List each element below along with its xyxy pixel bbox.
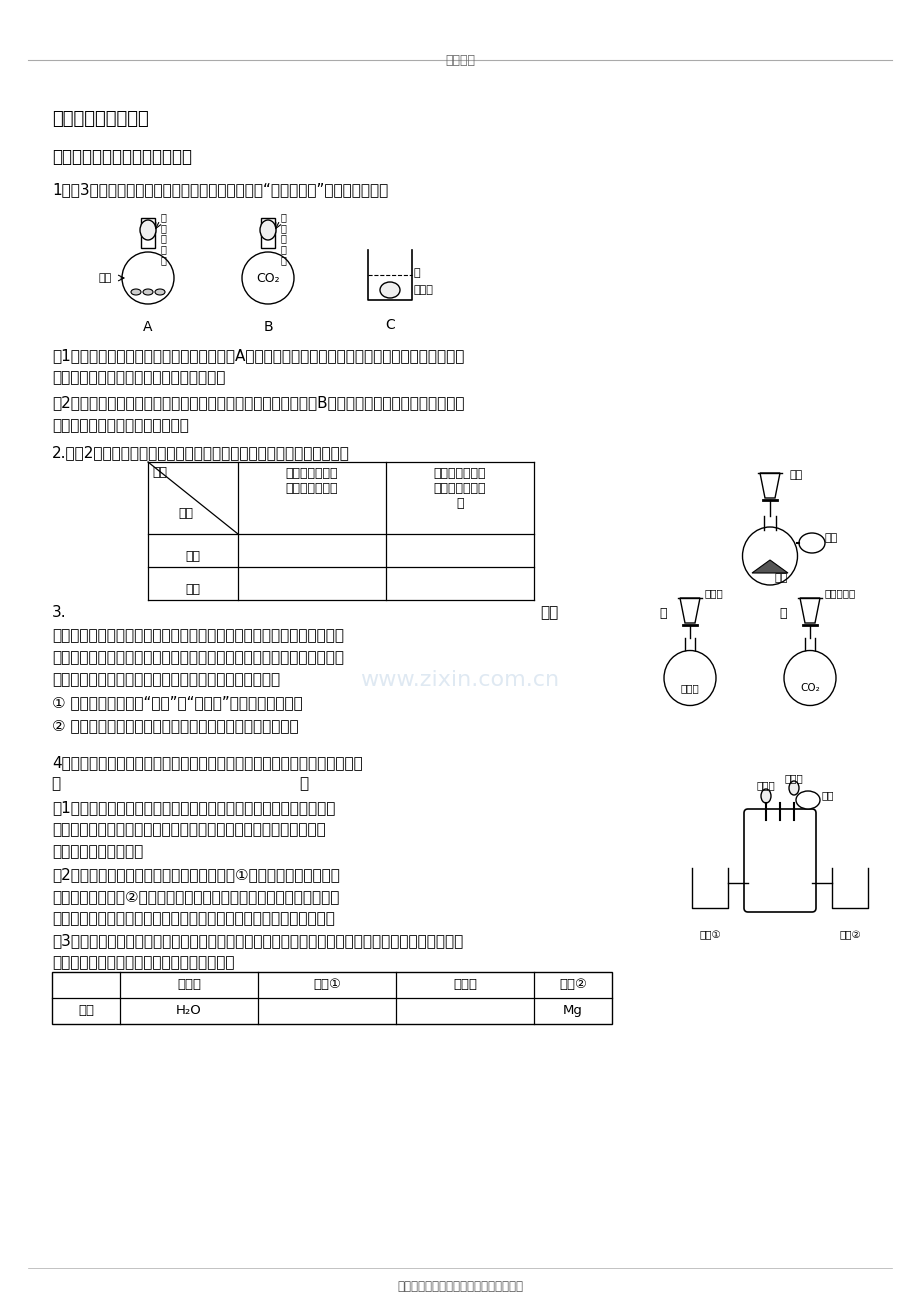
Text: 滴管乙: 滴管乙 (452, 978, 476, 991)
Text: （2）若甲中吸有水，乙中吸有稀硫酸，烧杯①中盛有用石蕊溶液染成: （2）若甲中吸有水，乙中吸有稀硫酸，烧杯①中盛有用石蕊溶液染成 (52, 867, 339, 881)
Text: 如右: 如右 (539, 605, 558, 620)
Text: ① 两个反应＿＿（填“遵守”或“不遵守”）质量守恒定律。: ① 两个反应＿＿（填“遵守”或“不遵守”）质量守恒定律。 (52, 695, 302, 710)
Ellipse shape (142, 289, 153, 296)
Text: 气球: 气球 (821, 790, 834, 799)
Bar (52, 973, 611, 1023)
Text: 滴管甲: 滴管甲 (755, 780, 775, 790)
Ellipse shape (742, 527, 797, 585)
Text: 去
壳
熟
鸡
蛋: 去 壳 熟 鸡 蛋 (161, 212, 166, 266)
Text: 水: 水 (414, 268, 420, 279)
Text: 挤出，一段时间后，观察到无色酚酮溶液变红，说明分子具有的性质: 挤出，一段时间后，观察到无色酚酮溶液变红，说明分子具有的性质 (52, 822, 325, 837)
Text: 图所示的甲、乙两个装置（气密性良好），从分液漏斗中加入液体，一段: 图所示的甲、乙两个装置（气密性良好），从分液漏斗中加入液体，一段 (52, 628, 344, 643)
Text: （3）若先将甲中的液体挤出，观察到气球明显鼓起；一段时间后恢复原状；再将乙中的液体挤出，气: （3）若先将甲中的液体挤出，观察到气球明显鼓起；一段时间后恢复原状；再将乙中的液… (52, 934, 463, 948)
Text: 固体: 固体 (774, 573, 788, 583)
Text: 称量发现：两个实验反应后质量均与反应前数值不相等。: 称量发现：两个实验反应后质量均与反应前数值不相等。 (52, 672, 279, 687)
Text: 精品文档: 精品文档 (445, 53, 474, 66)
Text: 生鸡蛋: 生鸡蛋 (414, 285, 434, 296)
Text: 时间后两装置中的气球都胀大（忽略液体体积对气球体积的影响）。精确: 时间后两装置中的气球都胀大（忽略液体体积对气球体积的影响）。精确 (52, 650, 344, 665)
Text: CO₂: CO₂ (255, 272, 279, 285)
Ellipse shape (664, 651, 715, 706)
Ellipse shape (154, 289, 165, 296)
Text: 气球: 气球 (824, 533, 837, 543)
Text: 物质: 物质 (177, 506, 193, 519)
Text: 烧杯②: 烧杯② (559, 978, 586, 991)
FancyBboxPatch shape (743, 809, 815, 911)
Text: 澄清石灰水: 澄清石灰水 (824, 589, 856, 598)
Text: ② 请分别解释两个装置中气球胀大的原因＿＿＿＿＿＿＿。: ② 请分别解释两个装置中气球胀大的原因＿＿＿＿＿＿＿。 (52, 717, 299, 733)
Text: （1）若甲中吸有浓氨水，乙中吸有无色酚酮溶液，将甲、乙中的液体: （1）若甲中吸有浓氨水，乙中吸有无色酚酮溶液，将甲、乙中的液体 (52, 799, 335, 815)
Text: 乙: 乙 (778, 607, 786, 620)
Text: 滴管甲: 滴管甲 (176, 978, 200, 991)
Text: 【应用一：由现象推压强变化】: 【应用一：由现象推压强变化】 (52, 148, 192, 165)
Text: 验说明干冰具有＿＿＿＿＿＿＿＿的性质。: 验说明干冰具有＿＿＿＿＿＿＿＿的性质。 (52, 370, 225, 385)
Ellipse shape (140, 220, 156, 240)
Ellipse shape (783, 651, 835, 706)
Text: 甲                                                 乙: 甲 乙 (52, 776, 309, 792)
Polygon shape (800, 598, 819, 622)
Ellipse shape (130, 289, 141, 296)
Text: B: B (263, 320, 273, 335)
Ellipse shape (122, 253, 174, 303)
Text: www.zixin.com.cn: www.zixin.com.cn (360, 671, 559, 690)
Text: 滴管乙: 滴管乙 (784, 773, 802, 783)
Text: 液体: 液体 (186, 549, 200, 562)
Text: 干冰: 干冰 (98, 273, 112, 283)
Text: 中，其原因是＿＿＿＿＿＿＿＿。: 中，其原因是＿＿＿＿＿＿＿＿。 (52, 418, 188, 434)
Text: A: A (143, 320, 153, 335)
Text: CO₂: CO₂ (800, 684, 819, 693)
Text: 碳酸馒: 碳酸馒 (680, 684, 698, 693)
Ellipse shape (380, 283, 400, 298)
Text: 现象: 现象 (152, 466, 167, 479)
Bar (141, 217, 154, 247)
Ellipse shape (242, 253, 294, 303)
Ellipse shape (798, 533, 824, 553)
Text: 3.: 3. (52, 605, 66, 620)
Ellipse shape (789, 781, 798, 796)
Text: 2.任选2种为一组，按下图装置进行实验，将液体滴入瓶中，关闭活塞。: 2.任选2种为一组，按下图装置进行实验，将液体滴入瓶中，关闭活塞。 (52, 445, 349, 460)
Text: 烧杯②: 烧杯② (838, 930, 860, 940)
Text: Mg: Mg (562, 1004, 583, 1017)
Text: 的干燥纸花，烧杯②中盛有碳酸馒粉末。为了验证使石蕊变色的物质是: 的干燥纸花，烧杯②中盛有碳酸馒粉末。为了验证使石蕊变色的物质是 (52, 889, 339, 904)
Text: 烧杯①: 烧杯① (312, 978, 341, 991)
Text: 收集于网络，如有侵权请联系管理员删除: 收集于网络，如有侵权请联系管理员删除 (397, 1280, 522, 1293)
Text: 4．下图装置可以完成多个简单实验，具有药品用量少、尾气不外逸等优点。: 4．下图装置可以完成多个简单实验，具有药品用量少、尾气不外逸等优点。 (52, 755, 362, 769)
Text: H₂O: H₂O (176, 1004, 201, 1017)
Text: 是＿＿＿＿＿＿＿＿。: 是＿＿＿＿＿＿＿＿。 (52, 844, 143, 859)
Text: 固体: 固体 (186, 583, 200, 596)
Ellipse shape (795, 792, 819, 809)
Ellipse shape (260, 220, 276, 240)
Text: 烧杯①: 烧杯① (698, 930, 720, 940)
Text: 气球变鼓，一段
时间后恢复原状: 气球变鼓，一段 时间后恢复原状 (286, 467, 338, 495)
Text: 去
壳
熟
鸡
蛋: 去 壳 熟 鸡 蛋 (280, 212, 287, 266)
Text: （1）向装有干冰的集气瓶中加入热水（如图A），观察到有大量白雾产生，熟鸡蛋在瓶口跳动，该实: （1）向装有干冰的集气瓶中加入热水（如图A），观察到有大量白雾产生，熟鸡蛋在瓶口… (52, 348, 464, 363)
Polygon shape (679, 598, 699, 622)
Text: 试剂: 试剂 (78, 1004, 94, 1017)
Polygon shape (751, 560, 788, 573)
Bar (261, 217, 275, 247)
Text: 气球变鼓，一段
时间后不恢复原
状: 气球变鼓，一段 时间后不恢复原 状 (433, 467, 486, 510)
Polygon shape (759, 473, 779, 497)
Text: 1．（3分）在一次科学实践活动课上，同学们做了“会动的鸡蛋”系列趣味实验。: 1．（3分）在一次科学实践活动课上，同学们做了“会动的鸡蛋”系列趣味实验。 (52, 182, 388, 197)
Text: 球又明显鼓起。请将下表中的试剂补充完整。: 球又明显鼓起。请将下表中的试剂补充完整。 (52, 954, 234, 970)
Text: 稀盐酸: 稀盐酸 (704, 589, 723, 598)
Ellipse shape (760, 789, 770, 803)
Text: 液体: 液体 (789, 470, 802, 480)
Text: C: C (385, 318, 394, 332)
Text: 而不是二氧化碳，应采取的实验操作是＿＿＿＿＿＿＿＿＿＿＿＿＿＿: 而不是二氧化碳，应采取的实验操作是＿＿＿＿＿＿＿＿＿＿＿＿＿＿ (52, 911, 335, 926)
Text: 三、压强原理的应用: 三、压强原理的应用 (52, 109, 149, 128)
Text: （2）向集满二氧化碳气体的瓶中加入饱和的氮氧化鑃溶液（如图B），观察到瓶口的熟鸡蛋被吞入瓶: （2）向集满二氧化碳气体的瓶中加入饱和的氮氧化鑃溶液（如图B），观察到瓶口的熟鸡… (52, 395, 464, 410)
Text: 甲: 甲 (659, 607, 666, 620)
